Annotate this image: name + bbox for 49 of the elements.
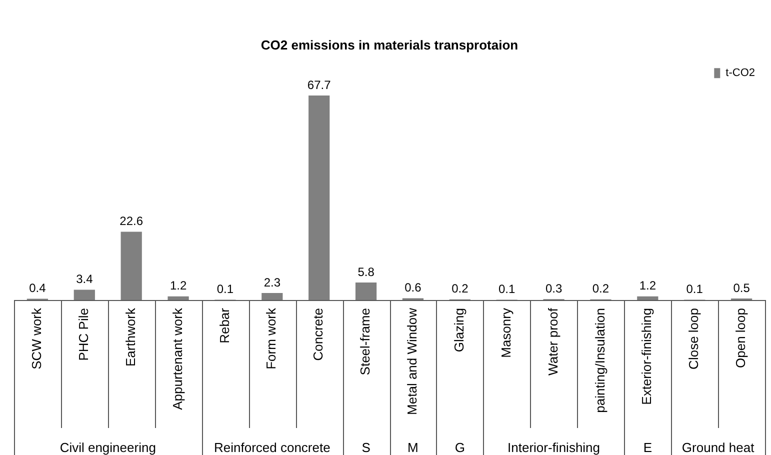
data-label: 0.1 — [498, 282, 516, 296]
x-tick-label: PHC Pile — [76, 308, 91, 361]
data-label: 1.2 — [170, 278, 187, 293]
x-tick-label: Water proof — [545, 308, 560, 376]
x-tick-label: Close loop — [686, 308, 702, 370]
data-label: 0.6 — [404, 280, 422, 294]
text: Reinforced concrete — [214, 440, 330, 455]
x-tick-label: SCW work — [29, 308, 44, 370]
text: M — [408, 440, 418, 455]
x-tick-label: Steel-frame — [358, 308, 373, 376]
data-label: 0.1 — [686, 282, 704, 296]
legend-label: t-CO2 — [726, 67, 756, 80]
x-tick-label: Concrete — [310, 308, 326, 361]
bar — [308, 96, 330, 300]
data-label: 0.3 — [545, 281, 562, 296]
bar — [355, 282, 377, 300]
text: G — [454, 440, 465, 455]
x-tick-label: Earthwork — [122, 308, 138, 367]
x-tick-label: Exterior-finishing — [639, 308, 654, 405]
text: S — [362, 440, 371, 455]
bar — [120, 232, 142, 300]
x-tick-label: Rebar — [216, 307, 232, 344]
data-label: 5.8 — [358, 264, 375, 279]
bar — [74, 290, 95, 300]
data-label: 0.5 — [733, 280, 750, 295]
x-tick-label: Metal and Window — [404, 307, 420, 415]
bar — [262, 293, 283, 300]
text: Ground heat — [682, 440, 755, 455]
data-label: 0.2 — [452, 282, 469, 296]
data-label: 1.2 — [639, 278, 656, 293]
data-label: 3.4 — [76, 272, 94, 286]
data-label: 22.6 — [120, 214, 144, 228]
x-tick-label: Form work — [264, 308, 279, 370]
data-label: 0.2 — [592, 282, 610, 296]
x-tick-label: Appurtenant work — [170, 308, 185, 410]
x-tick-label: Masonry — [498, 308, 514, 358]
x-tick-label: Glazing — [451, 308, 466, 352]
text: Interior-finishing — [508, 440, 600, 455]
data-label: 0.4 — [29, 281, 46, 296]
bar — [168, 296, 189, 300]
data-label: 67.7 — [307, 78, 332, 92]
data-label: 0.1 — [216, 282, 234, 296]
data-label: 2.3 — [264, 275, 281, 290]
bar — [637, 296, 658, 300]
text: E — [643, 440, 652, 455]
x-tick-label: painting/Insulation — [592, 308, 608, 413]
x-tick-label: Open loop — [733, 308, 748, 368]
text: Civil engineering — [60, 440, 156, 455]
chart-title: CO2 emissions in materials transprotaion — [260, 37, 518, 52]
